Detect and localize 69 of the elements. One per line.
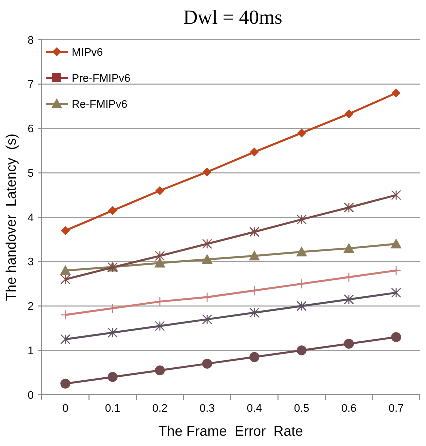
y-tick-label: 7 — [28, 79, 34, 92]
point — [344, 110, 354, 119]
point — [156, 186, 165, 196]
point — [60, 274, 71, 285]
point — [392, 88, 401, 98]
point — [108, 328, 118, 338]
point — [108, 372, 118, 382]
point — [250, 148, 260, 157]
point — [391, 288, 402, 298]
point — [391, 332, 402, 342]
point — [250, 308, 260, 318]
x-tick-label: 0.3 — [200, 403, 216, 415]
x-tick-label: 0.5 — [294, 403, 310, 415]
point — [296, 301, 307, 312]
point — [155, 366, 166, 376]
x-tick-label: 0.4 — [246, 403, 262, 415]
point — [344, 243, 355, 254]
point — [60, 265, 72, 276]
point — [155, 321, 166, 332]
point — [202, 314, 212, 325]
point — [155, 296, 166, 307]
y-tick-label: 2 — [28, 301, 34, 314]
point — [60, 334, 71, 345]
point — [60, 310, 71, 320]
point — [391, 266, 402, 276]
point — [297, 128, 306, 138]
x-tick-label: 0.6 — [341, 403, 357, 415]
point — [202, 358, 212, 369]
point — [60, 378, 71, 389]
point — [296, 279, 307, 290]
y-tick-label: 8 — [28, 34, 34, 47]
point — [344, 294, 354, 305]
point — [61, 226, 70, 236]
point — [154, 258, 166, 268]
point — [202, 292, 212, 302]
point — [296, 346, 307, 356]
chart-title: Dwl = 40ms — [183, 7, 283, 29]
point — [202, 254, 213, 264]
y-tick-label: 1 — [28, 345, 34, 358]
y-tick-label: 5 — [28, 168, 34, 180]
x-tick-label: 0.7 — [388, 403, 404, 415]
point — [250, 352, 260, 362]
point — [249, 250, 260, 261]
point — [108, 206, 118, 216]
x-tick-label: 0 — [62, 403, 69, 415]
point — [108, 303, 118, 314]
x-tick-label: 0.2 — [152, 403, 168, 415]
y-tick-label: 0 — [28, 390, 34, 402]
point — [296, 214, 307, 225]
y-tick-label: 4 — [28, 212, 34, 224]
point — [155, 251, 166, 262]
point — [344, 338, 354, 349]
point — [250, 227, 260, 238]
legend-label: MIPv6 — [72, 46, 104, 59]
point — [344, 202, 354, 213]
legend-label: Re-FMIPv6 — [72, 98, 128, 111]
point — [296, 246, 308, 257]
x-axis-title: The Frame Error Rate — [158, 423, 304, 439]
y-tick-label: 3 — [28, 256, 34, 269]
x-tick-label: 0.1 — [105, 403, 121, 415]
point — [391, 190, 402, 200]
point — [344, 272, 354, 282]
point — [202, 239, 212, 250]
y-axis-title: The handover Latency (s) — [3, 134, 19, 302]
point — [202, 168, 212, 177]
point — [390, 238, 402, 249]
y-tick-label: 6 — [28, 124, 34, 136]
point — [250, 286, 260, 296]
legend-label: Pre-FMIPv6 — [72, 72, 131, 85]
